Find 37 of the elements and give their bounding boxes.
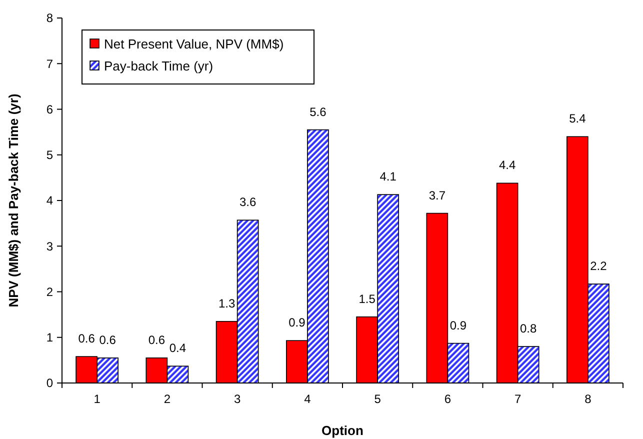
data-label: 5.4: [569, 112, 586, 126]
y-tick-label: 2: [46, 284, 54, 299]
data-label: 3.7: [428, 188, 446, 202]
x-axis-title: Option: [322, 423, 364, 438]
x-tick-label: 8: [584, 392, 592, 406]
data-label: 0.6: [148, 332, 166, 347]
x-tick-label: 4: [304, 392, 312, 406]
data-label: 1.3: [218, 296, 236, 310]
data-label: 0.9: [450, 318, 467, 332]
data-label: 5.6: [310, 104, 327, 119]
data-label: 4.1: [380, 170, 397, 184]
x-tick-label: 7: [514, 392, 522, 406]
y-tick-label: 5: [46, 148, 54, 162]
y-tick-label: 3: [46, 239, 54, 254]
data-label: 1.5: [358, 292, 376, 306]
y-tick-label: 0: [46, 376, 54, 390]
data-label: 2.2: [590, 258, 608, 273]
y-tick-label: 8: [46, 11, 54, 26]
data-label: 0.8: [520, 322, 537, 336]
x-tick-label: 1: [94, 392, 101, 406]
data-label: 0.4: [169, 341, 186, 356]
data-label: 0.9: [288, 316, 306, 330]
y-tick-label: 7: [46, 56, 54, 71]
y-tick-label: 4: [46, 194, 54, 208]
x-tick-label: 3: [234, 392, 241, 406]
y-tick-label: 1: [46, 330, 54, 345]
data-label: 0.6: [78, 332, 96, 346]
x-tick-label: 5: [374, 392, 382, 406]
legend-label: Pay-back Time (yr): [104, 58, 214, 74]
legend-label: Net Present Value, NPV (MM$): [104, 36, 284, 52]
data-label: 4.4: [498, 158, 516, 172]
x-tick-label: 2: [164, 392, 171, 406]
data-label: 0.6: [99, 332, 116, 347]
y-axis-title: NPV (MM$) and Pay-back Time (yr): [6, 94, 21, 308]
y-tick-label: 6: [46, 102, 54, 116]
data-label: 3.6: [239, 195, 256, 210]
x-tick-label: 6: [444, 392, 452, 406]
